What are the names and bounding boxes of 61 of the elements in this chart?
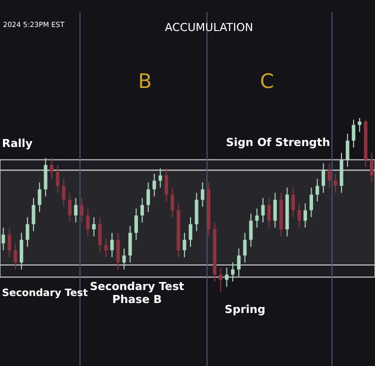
candlestick bbox=[200, 182, 204, 208]
candlestick bbox=[352, 119, 356, 148]
chart-title: ACCUMULATION bbox=[164, 21, 254, 34]
candlestick bbox=[122, 248, 126, 270]
candlestick bbox=[316, 178, 320, 202]
annotation: Secondary Test bbox=[2, 288, 88, 299]
candlestick bbox=[273, 192, 277, 228]
candlestick bbox=[346, 133, 350, 168]
candlestick bbox=[32, 198, 36, 232]
candlestick bbox=[68, 192, 72, 223]
annotation: Rally bbox=[2, 137, 33, 150]
candlestick bbox=[140, 198, 144, 223]
candlestick bbox=[218, 267, 222, 293]
candlestick bbox=[304, 202, 308, 228]
text: B bbox=[138, 69, 152, 93]
candlestick bbox=[146, 182, 150, 212]
candlestick bbox=[50, 158, 54, 180]
candlestick bbox=[152, 173, 156, 197]
candlestick bbox=[164, 168, 168, 202]
candlestick bbox=[26, 216, 30, 248]
candlestick bbox=[255, 208, 259, 228]
candlestick bbox=[182, 232, 186, 258]
candlestick bbox=[370, 152, 374, 183]
candlestick bbox=[98, 216, 102, 253]
candlestick bbox=[92, 216, 96, 237]
candlestick bbox=[2, 227, 6, 251]
candlestick bbox=[134, 208, 138, 240]
candlestick bbox=[310, 187, 314, 218]
candlestick bbox=[170, 187, 174, 218]
candlestick bbox=[261, 198, 265, 223]
candlestick bbox=[334, 173, 338, 194]
candlestick bbox=[291, 187, 295, 218]
candlestick bbox=[225, 267, 228, 288]
candlestick bbox=[74, 198, 78, 223]
candlestick bbox=[188, 216, 192, 248]
candlestick bbox=[8, 227, 12, 258]
candlestick bbox=[328, 162, 332, 188]
candlestick bbox=[62, 178, 66, 208]
text: C bbox=[260, 69, 274, 93]
candlestick bbox=[14, 242, 18, 270]
annotation: Sign Of Strength bbox=[226, 136, 330, 149]
candlestick bbox=[237, 248, 241, 277]
text: Spring bbox=[224, 303, 266, 316]
candlestick bbox=[110, 232, 114, 258]
candlestick bbox=[297, 202, 301, 228]
candlestick bbox=[243, 232, 247, 263]
candlestick bbox=[20, 232, 24, 270]
candlestick bbox=[322, 162, 326, 194]
candlestick bbox=[80, 198, 84, 223]
candlestick bbox=[158, 168, 162, 188]
candlestick bbox=[104, 238, 108, 258]
candlestick bbox=[249, 213, 253, 248]
candlestick bbox=[38, 182, 42, 212]
annotation: Secondary Test Phase B bbox=[90, 280, 184, 306]
candlestick bbox=[358, 117, 362, 132]
candlestick bbox=[231, 262, 235, 282]
candlestick bbox=[267, 198, 271, 228]
candlestick bbox=[56, 164, 60, 194]
candlestick bbox=[116, 232, 120, 270]
candlestick bbox=[128, 225, 132, 263]
candlestick bbox=[86, 208, 90, 237]
